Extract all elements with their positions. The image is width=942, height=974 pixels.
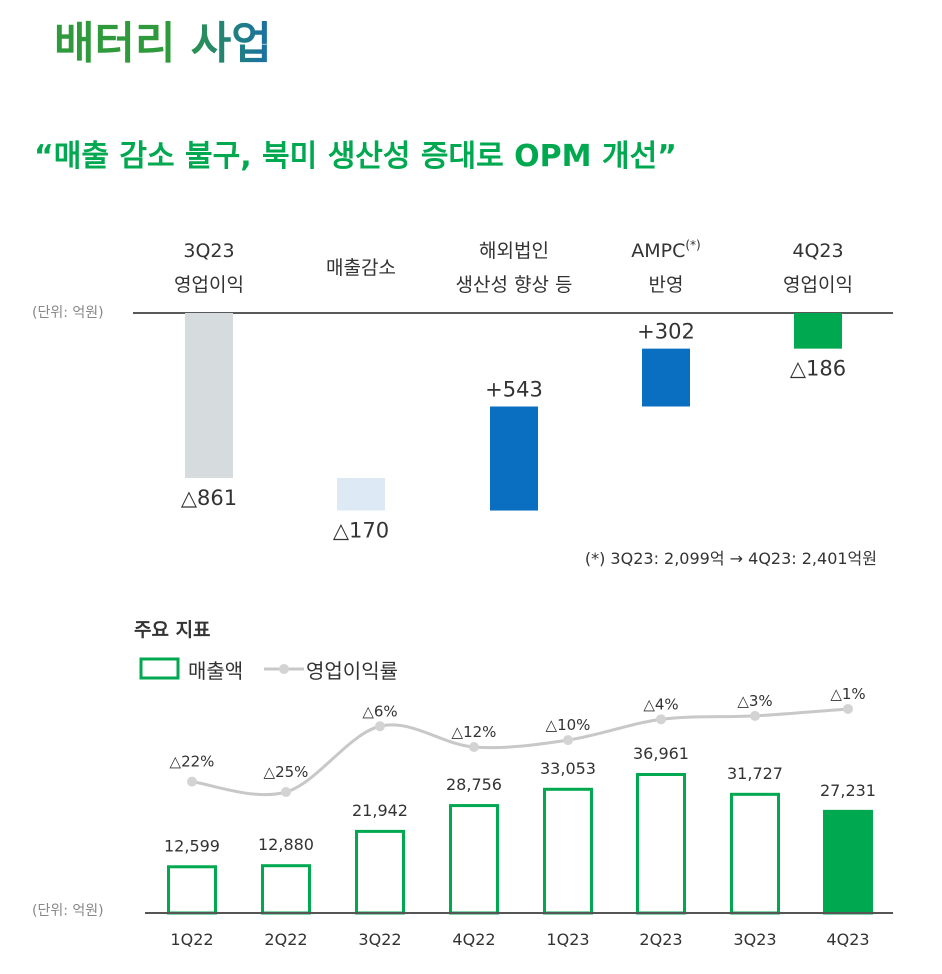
margin-point <box>563 735 573 746</box>
sales-value-label: 33,053 <box>540 759 596 778</box>
chart-title: 주요 지표 <box>134 619 211 641</box>
sales-value-label: 27,231 <box>820 781 876 800</box>
margin-point <box>750 710 760 721</box>
category-label: 매출감소 <box>326 257 396 279</box>
x-tick-label: 3Q23 <box>733 930 776 949</box>
x-tick-label: 4Q23 <box>826 930 869 949</box>
x-tick-label: 1Q22 <box>170 930 213 949</box>
category-label: 생산성 향상 등 <box>456 274 573 296</box>
x-tick-label: 3Q22 <box>358 930 401 949</box>
waterfall-value-label: △170 <box>333 519 389 543</box>
category-label: 해외법인 <box>479 240 549 262</box>
sales-bar <box>730 792 780 915</box>
waterfall-bar <box>185 313 233 478</box>
margin-label: △22% <box>170 753 215 771</box>
margin-line <box>191 707 849 797</box>
waterfall-value-label: +543 <box>485 378 543 402</box>
x-tick-label: 4Q22 <box>452 930 495 949</box>
page-subtitle: “매출 감소 불구, 북미 생산성 증대로 OPM 개선” <box>34 139 677 174</box>
x-tick-label: 2Q22 <box>264 930 307 949</box>
sales-value-label: 21,942 <box>352 801 408 820</box>
margin-label: △6% <box>362 702 397 720</box>
footnote: (*) 3Q23: 2,099억 → 4Q23: 2,401억원 <box>585 549 877 568</box>
margin-point <box>656 714 666 725</box>
sales-bar <box>167 865 217 915</box>
category-label: 4Q23 <box>792 240 843 262</box>
sales-value-label: 12,599 <box>164 836 220 855</box>
superscript: (*) <box>685 238 700 252</box>
sales-value-label: 36,961 <box>633 744 689 763</box>
waterfall-value-label: △861 <box>181 486 237 510</box>
category-label: 3Q23 <box>183 240 234 262</box>
legend-line-label: 영업이익률 <box>306 659 398 683</box>
waterfall-value-label: +302 <box>637 320 695 344</box>
margin-point <box>375 721 385 732</box>
margin-point <box>281 787 291 797</box>
margin-label: △10% <box>546 716 591 734</box>
legend-line-marker <box>279 664 289 674</box>
category-label: 반영 <box>649 274 684 296</box>
margin-point <box>469 742 479 753</box>
sales-bar <box>823 809 873 915</box>
sales-bar <box>636 772 686 915</box>
waterfall-bar <box>337 477 385 511</box>
x-tick-label: 1Q23 <box>546 930 589 949</box>
waterfall-bar <box>490 406 538 511</box>
unit-label: (단위: 억원) <box>32 305 104 321</box>
sales-bar <box>449 804 499 915</box>
sales-bar <box>355 829 405 915</box>
margin-label: △3% <box>737 692 772 710</box>
sales-bar <box>543 787 593 915</box>
legend-bar-swatch <box>139 657 180 680</box>
page-title: 배터리 사업 <box>54 18 272 69</box>
sales-value-label: 12,880 <box>258 835 314 854</box>
waterfall-bar <box>642 348 690 407</box>
category-label: 영업이익 <box>174 274 244 296</box>
margin-label: △12% <box>452 723 497 741</box>
margin-point <box>187 776 197 787</box>
waterfall-value-label: △186 <box>790 357 846 381</box>
category-label: AMPC(*) <box>631 238 701 262</box>
unit-label: (단위: 억원) <box>32 903 104 919</box>
sales-value-label: 31,727 <box>727 764 783 783</box>
margin-point <box>843 703 853 714</box>
x-tick-label: 2Q23 <box>639 930 682 949</box>
waterfall-bar <box>794 313 842 349</box>
margin-label: △4% <box>643 695 678 713</box>
margin-label: △25% <box>264 763 309 781</box>
sales-value-label: 28,756 <box>446 775 502 794</box>
sales-bar <box>261 864 311 915</box>
margin-label: △1% <box>830 685 865 703</box>
category-label: 영업이익 <box>783 274 853 296</box>
waterfall-chart: (단위: 억원) △861 3Q23 영업이익 △170 매출감소 +543 해외법인생산성 … <box>32 238 893 568</box>
legend-bar-label: 매출액 <box>188 659 243 683</box>
